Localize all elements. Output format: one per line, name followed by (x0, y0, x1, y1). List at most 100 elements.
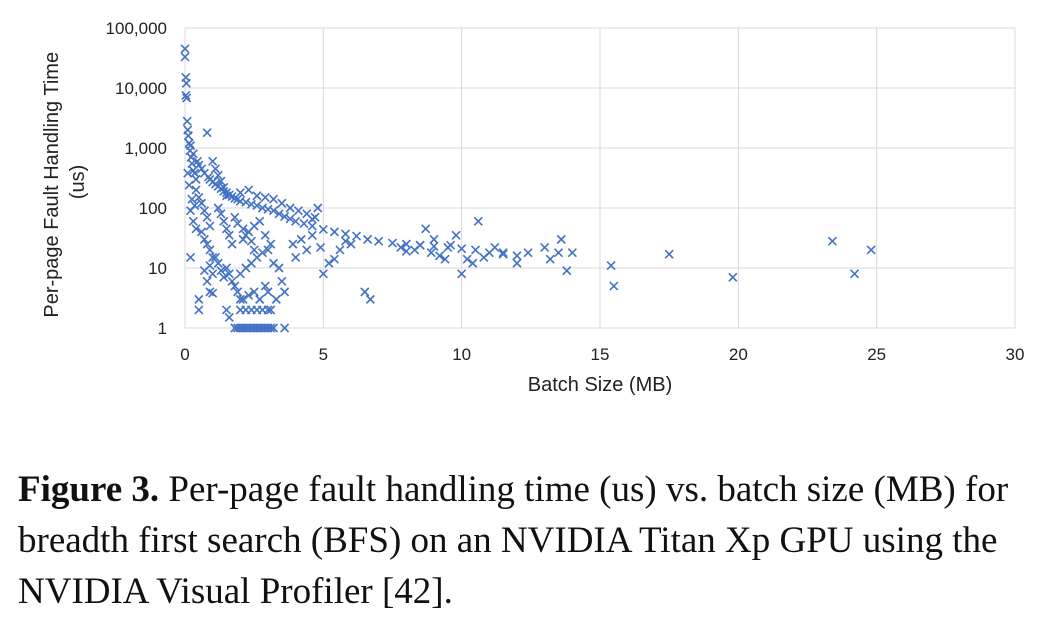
data-point (205, 221, 215, 231)
data-point (197, 227, 207, 237)
scatter-chart: 1 10 100 1,000 10,000 100,000 0 5 10 15 20 25 30 Ba… (41, 19, 1025, 396)
data-point (479, 252, 489, 263)
data-point (313, 203, 323, 213)
y-axis-ticks: 1 10 100 1,000 10,000 100,000 (106, 19, 167, 338)
x-axis-title: Batch Size (MB) (528, 374, 672, 396)
data-point (266, 323, 276, 333)
data-point (280, 323, 290, 333)
data-point (324, 258, 334, 268)
data-points (180, 44, 876, 333)
data-point (268, 206, 279, 216)
data-point (181, 90, 191, 101)
x-tick-label: 30 (1006, 345, 1025, 364)
data-point (293, 206, 303, 216)
y-tick-label: 1,000 (124, 139, 167, 158)
data-point (866, 245, 876, 255)
data-point (263, 245, 273, 255)
data-point (285, 214, 295, 224)
x-tick-label: 15 (591, 345, 610, 364)
data-point (260, 192, 270, 203)
data-point (221, 224, 232, 234)
data-point (609, 281, 619, 291)
data-point (213, 170, 223, 180)
data-point (181, 78, 191, 88)
data-point (556, 234, 566, 244)
data-point (238, 224, 248, 234)
data-point (363, 234, 373, 244)
data-point (194, 294, 204, 304)
data-point (307, 214, 317, 224)
data-point (260, 230, 270, 240)
data-point (429, 241, 439, 251)
data-point (188, 216, 198, 226)
data-point (249, 245, 259, 255)
data-point (307, 221, 317, 231)
data-point (288, 239, 298, 249)
data-point (202, 128, 212, 138)
data-point (440, 254, 450, 264)
data-point (246, 236, 256, 246)
data-point (316, 242, 326, 253)
data-point (512, 251, 522, 261)
data-point (318, 224, 328, 234)
data-point (182, 116, 192, 126)
data-point (210, 164, 220, 174)
data-point (249, 287, 259, 297)
data-point (205, 245, 215, 255)
figure-caption: Figure 3. Per-page fault handling time (… (18, 464, 1048, 617)
data-point (540, 242, 550, 253)
data-point (219, 216, 229, 226)
data-point (728, 272, 738, 282)
data-point (191, 185, 201, 195)
data-point (255, 294, 265, 304)
data-point (567, 248, 577, 258)
data-point (274, 209, 284, 219)
data-point (280, 287, 290, 297)
data-point (426, 248, 436, 258)
data-point (263, 287, 273, 297)
data-point (360, 287, 370, 297)
data-point (221, 263, 232, 273)
data-point (340, 229, 351, 239)
data-point (221, 191, 232, 201)
data-point (213, 258, 223, 268)
data-point (187, 194, 197, 204)
data-point (490, 242, 500, 253)
data-point (233, 287, 243, 297)
y-tick-label: 100 (139, 199, 167, 218)
data-point (523, 248, 533, 258)
data-point (299, 219, 309, 229)
x-tick-label: 20 (729, 345, 748, 364)
data-point (199, 234, 209, 244)
data-point (241, 197, 251, 207)
data-point (224, 269, 234, 279)
data-point (221, 305, 232, 315)
data-point (849, 269, 860, 279)
data-point (374, 236, 384, 246)
data-point (268, 323, 279, 333)
data-point (401, 239, 411, 249)
data-point (252, 191, 262, 201)
data-point (208, 288, 218, 298)
data-point (271, 294, 281, 304)
data-point (562, 266, 572, 276)
data-point (429, 234, 439, 244)
data-point (187, 159, 197, 169)
data-point (238, 294, 248, 304)
data-point (329, 227, 339, 237)
data-point (216, 209, 226, 219)
y-tick-label: 100,000 (106, 19, 167, 38)
data-point (498, 248, 508, 258)
data-point (235, 294, 245, 304)
data-point (202, 276, 212, 286)
data-point (235, 188, 245, 198)
data-point (827, 236, 837, 246)
data-point (191, 224, 201, 234)
data-point (216, 266, 226, 276)
data-point (457, 244, 467, 254)
data-point (274, 263, 284, 273)
data-point (263, 305, 273, 315)
data-point (553, 248, 564, 258)
data-point (457, 269, 467, 279)
data-point (197, 164, 207, 174)
